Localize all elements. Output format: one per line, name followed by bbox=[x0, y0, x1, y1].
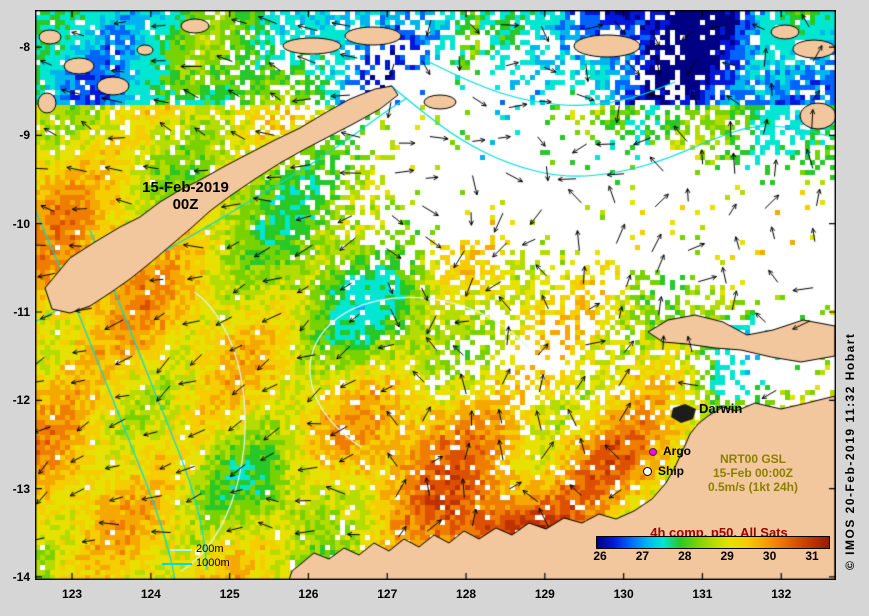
lat-tick-label: -10 bbox=[12, 216, 30, 231]
date-line1: 15-Feb-2019 bbox=[142, 179, 229, 196]
product-info-block: NRT00 GSL 15-Feb 00:00Z 0.5m/s (1kt 24h) bbox=[686, 452, 820, 494]
lon-tick-label: 131 bbox=[692, 587, 713, 601]
lon-tick-label: 124 bbox=[140, 587, 161, 601]
colorbar-tick-label: 29 bbox=[720, 549, 734, 563]
sst-colorbar bbox=[596, 536, 830, 549]
lon-tick-label: 132 bbox=[771, 587, 792, 601]
lon-tick-label: 126 bbox=[298, 587, 319, 601]
lat-tick-label: -9 bbox=[19, 128, 30, 143]
argo-float-marker-icon bbox=[649, 448, 657, 456]
lon-tick-label: 128 bbox=[456, 587, 477, 601]
colorbar-tick-label: 28 bbox=[678, 549, 692, 563]
date-line2: 00Z bbox=[172, 196, 199, 213]
lon-tick-label: 130 bbox=[613, 587, 634, 601]
copyright-attribution: © IMOS 20-Feb-2019 11:32 Hobart bbox=[843, 332, 857, 570]
sst-map-canvas bbox=[35, 10, 836, 580]
argo-legend-label: Argo bbox=[663, 444, 691, 458]
colorbar-tick-label: 27 bbox=[635, 549, 650, 563]
lat-tick-label: -11 bbox=[13, 304, 30, 319]
lon-tick-label: 127 bbox=[377, 587, 398, 601]
ship-marker-icon bbox=[643, 467, 652, 476]
isobath-1000m-line-icon bbox=[162, 563, 192, 565]
product-name: NRT00 GSL bbox=[719, 452, 786, 466]
lon-tick-label: 125 bbox=[219, 587, 240, 601]
date-label: 15-Feb-2019 00Z bbox=[118, 179, 253, 213]
product-datetime: 15-Feb 00:00Z bbox=[712, 466, 794, 480]
isobath-200m-label: 200m bbox=[196, 543, 224, 555]
lat-tick-label: -8 bbox=[19, 40, 30, 55]
city-label-darwin: Darwin bbox=[699, 401, 743, 416]
velocity-scale-label: 0.5m/s (1kt 24h) bbox=[707, 480, 799, 494]
lat-tick-label: -13 bbox=[12, 481, 30, 496]
ship-legend-label: Ship bbox=[658, 464, 684, 478]
lat-tick-label: -12 bbox=[12, 393, 30, 408]
colorbar-tick-label: 30 bbox=[762, 549, 777, 563]
isobath-1000m-label: 1000m bbox=[196, 557, 230, 569]
lon-tick-label: 123 bbox=[62, 587, 83, 601]
colorbar-tick-label: 26 bbox=[593, 549, 607, 563]
lat-tick-label: -14 bbox=[12, 569, 30, 584]
isobath-200m-line-icon bbox=[170, 549, 192, 551]
lon-tick-label: 129 bbox=[534, 587, 555, 601]
colorbar-tick-label: 31 bbox=[805, 549, 819, 563]
